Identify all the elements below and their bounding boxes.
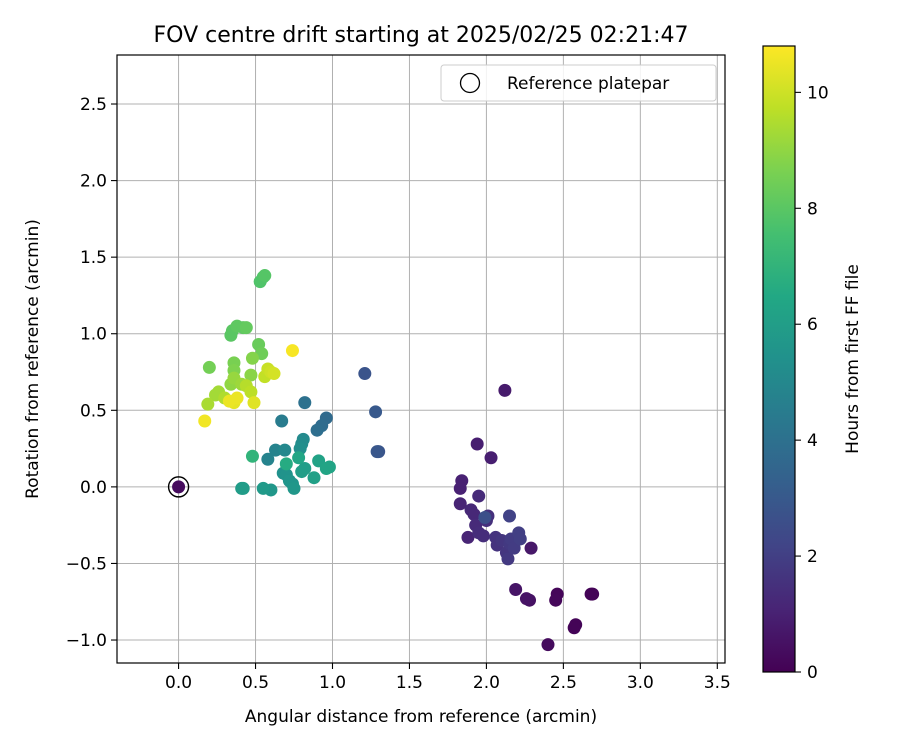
data-point	[307, 471, 321, 485]
data-point	[369, 405, 383, 419]
data-point	[267, 367, 281, 381]
data-point	[453, 481, 467, 495]
data-point	[201, 397, 215, 411]
data-point	[236, 481, 250, 495]
y-tick-label: 0.0	[80, 478, 107, 498]
y-tick-label: −0.5	[66, 554, 107, 574]
data-point	[467, 507, 481, 521]
colorbar-tick-label: 4	[807, 431, 818, 451]
data-point	[484, 451, 498, 465]
data-point	[503, 509, 517, 523]
y-tick-label: 1.0	[80, 325, 107, 345]
data-point	[498, 383, 512, 397]
x-tick-label: 3.0	[627, 673, 654, 693]
data-point	[358, 367, 372, 381]
data-point	[298, 396, 312, 410]
x-tick-label: 1.5	[396, 673, 423, 693]
data-point	[586, 587, 600, 601]
data-points	[167, 269, 600, 652]
reference-marker	[167, 476, 190, 498]
data-point	[541, 638, 555, 652]
x-tick-label: 2.0	[473, 673, 500, 693]
data-point	[245, 449, 259, 463]
data-point	[519, 592, 533, 606]
data-point	[507, 541, 521, 555]
colorbar-tick-label: 2	[807, 547, 818, 567]
x-tick-label: 3.5	[704, 673, 731, 693]
data-point	[279, 457, 293, 471]
data-point	[202, 360, 216, 374]
data-point	[261, 452, 275, 466]
data-point	[278, 443, 292, 457]
data-point	[470, 437, 484, 451]
data-point	[230, 391, 244, 405]
colorbar-tick-label: 8	[807, 199, 818, 219]
data-point	[285, 344, 299, 358]
reference-data-point	[172, 480, 186, 494]
x-axis-ticks: 0.0 0.5 1.0 1.5 2.0 2.5 3.0 3.5	[165, 663, 731, 693]
data-point	[478, 511, 492, 525]
data-point	[472, 489, 486, 503]
data-point	[275, 414, 289, 428]
data-point	[245, 351, 259, 365]
data-point	[224, 328, 238, 342]
y-axis-label: Rotation from reference (arcmin)	[23, 219, 43, 499]
y-tick-label: 1.5	[80, 248, 107, 268]
data-point	[256, 481, 270, 495]
colorbar-gradient	[762, 45, 796, 673]
data-point	[549, 593, 563, 607]
data-point	[310, 423, 324, 437]
data-point	[247, 396, 261, 410]
data-point	[269, 443, 283, 457]
colorbar-ticks: 0 2 4 6 8 10	[795, 83, 829, 683]
data-point	[244, 368, 258, 382]
data-point	[567, 621, 581, 635]
data-point	[198, 414, 212, 428]
data-point	[501, 552, 515, 566]
colorbar: 0 2 4 6 8 10 Hours from first FF file	[762, 45, 863, 683]
colorbar-tick-label: 10	[807, 83, 829, 103]
colorbar-tick-label: 0	[807, 663, 818, 683]
y-tick-label: 2.0	[80, 172, 107, 192]
data-point	[239, 321, 253, 335]
grid-lines	[117, 55, 725, 663]
colorbar-label: Hours from first FF file	[843, 264, 863, 454]
data-point	[298, 462, 312, 476]
colorbar-tick-label: 6	[807, 315, 818, 335]
y-tick-label: 0.5	[80, 401, 107, 421]
y-tick-label: −1.0	[66, 631, 107, 651]
x-tick-label: 0.5	[242, 673, 269, 693]
x-tick-label: 0.0	[165, 673, 192, 693]
plot-frame	[116, 54, 726, 664]
data-point	[461, 530, 475, 544]
y-tick-label: 2.5	[80, 95, 107, 115]
data-point	[292, 451, 306, 465]
data-point	[453, 497, 467, 511]
legend-label: Reference platepar	[507, 74, 669, 94]
data-point	[476, 529, 490, 543]
data-point	[370, 445, 384, 459]
legend-reference-marker-icon	[459, 72, 481, 94]
chart-title: FOV centre drift starting at 2025/02/25 …	[154, 23, 689, 48]
x-tick-label: 1.0	[319, 673, 346, 693]
legend-box: Reference platepar	[440, 64, 717, 102]
data-point	[513, 532, 527, 546]
x-axis-label: Angular distance from reference (arcmin)	[245, 707, 597, 727]
data-point	[258, 269, 272, 283]
x-tick-label: 2.5	[550, 673, 577, 693]
y-axis-ticks: −1.0 −0.5 0.0 0.5 1.0 1.5 2.0 2.5	[66, 95, 117, 651]
data-point	[524, 541, 538, 555]
data-point	[244, 385, 258, 399]
data-point	[509, 582, 523, 596]
data-point	[322, 460, 336, 474]
data-point	[287, 481, 301, 495]
